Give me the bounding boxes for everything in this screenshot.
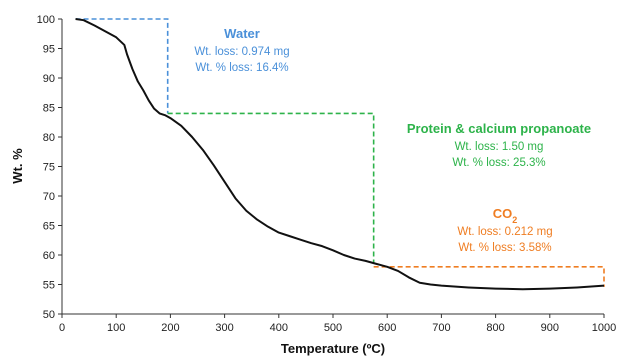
x-tick-label: 200: [161, 322, 179, 334]
data-series: [75, 18, 605, 291]
tick-labels: 0 100 200 300 400 500 600 700 800 900 1000 50 55 60 65…: [37, 14, 617, 334]
y-tick-label: 70: [43, 191, 55, 203]
x-tick-label: 500: [324, 322, 342, 334]
x-tick-label: 600: [378, 322, 396, 334]
annotation-protein: Protein & calcium propanoate Wt. loss: 1…: [407, 121, 591, 169]
annotation-protein-loss-pct: Wt. % loss: 25.3%: [452, 157, 545, 169]
annotation-water-loss-mg: Wt. loss: 0.974 mg: [194, 46, 289, 58]
x-tick-label: 800: [486, 322, 504, 334]
step-bracket-3: [373, 266, 605, 287]
y-tick-label: 85: [43, 103, 55, 115]
x-tick-label: 0: [59, 322, 65, 334]
x-tick-label: 100: [107, 322, 125, 334]
y-tick-label: 95: [43, 44, 55, 56]
y-tick-label: 55: [43, 280, 55, 292]
x-tick-label: 900: [541, 322, 559, 334]
x-tick-label: 300: [215, 322, 233, 334]
annotation-co2-title: CO2: [493, 206, 518, 225]
annotation-water: Water Wt. loss: 0.974 mg Wt. % loss: 16.…: [194, 26, 289, 74]
x-tick-label: 700: [432, 322, 450, 334]
annotation-water-loss-pct: Wt. % loss: 16.4%: [195, 62, 288, 74]
axes: [58, 18, 605, 318]
x-tick-label: 400: [270, 322, 288, 334]
y-tick-label: 50: [43, 309, 55, 321]
annotation-protein-loss-mg: Wt. loss: 1.50 mg: [455, 141, 544, 153]
annotation-water-title: Water: [224, 26, 260, 41]
y-tick-label: 65: [43, 221, 55, 233]
y-tick-label: 75: [43, 162, 55, 174]
annotation-co2-loss-pct: Wt. % loss: 3.58%: [458, 242, 551, 254]
y-tick-label: 60: [43, 250, 55, 262]
y-axis-label: Wt. %: [10, 148, 25, 184]
step-bracket-2: [167, 112, 375, 264]
annotation-co2: CO2 Wt. loss: 0.212 mg Wt. % loss: 3.58%: [457, 206, 552, 254]
weight-loss-steps: [75, 18, 605, 287]
y-tick-label: 100: [37, 14, 55, 26]
x-axis-label: Temperature (ºC): [281, 341, 385, 356]
y-tick-label: 90: [43, 73, 55, 85]
series-line-1: [75, 18, 605, 291]
annotation-co2-loss-mg: Wt. loss: 0.212 mg: [457, 226, 552, 238]
step-bracket-1: [75, 18, 169, 114]
annotation-protein-title: Protein & calcium propanoate: [407, 121, 591, 136]
x-tick-label: 1000: [592, 322, 616, 334]
y-tick-label: 80: [43, 132, 55, 144]
